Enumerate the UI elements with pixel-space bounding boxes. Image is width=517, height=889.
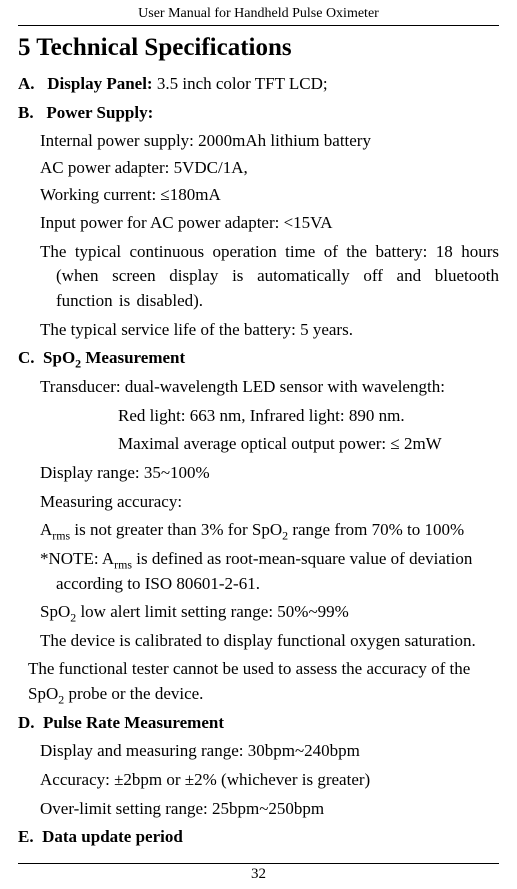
- b-line-2: AC power adapter: 5VDC/1A,: [18, 156, 499, 181]
- b-line-6: The typical service life of the battery:…: [18, 318, 499, 343]
- item-d-heading: Pulse Rate Measurement: [43, 713, 224, 732]
- d-line-2: Accuracy: ±2bpm or ±2% (whichever is gre…: [18, 768, 499, 793]
- item-b-heading: Power Supply:: [46, 103, 153, 122]
- c-line-7: *NOTE: Arms is defined as root-mean-squa…: [18, 547, 499, 596]
- section-title: 5 Technical Specifications: [18, 34, 499, 62]
- d-line-3: Over-limit setting range: 25bpm~250bpm: [18, 797, 499, 822]
- item-b-label: B.: [18, 103, 34, 122]
- item-d: D. Pulse Rate Measurement: [18, 711, 499, 736]
- item-c-heading: SpO2 Measurement: [43, 348, 185, 367]
- c-line-6: Arms is not greater than 3% for SpO2 ran…: [18, 518, 499, 543]
- item-a-value: 3.5 inch color TFT LCD;: [153, 74, 328, 93]
- item-a-label: A.: [18, 74, 35, 93]
- running-head: User Manual for Handheld Pulse Oximeter: [18, 6, 499, 26]
- c-line-10: The functional tester cannot be used to …: [18, 657, 499, 706]
- page-footer: 32: [18, 863, 499, 883]
- page: User Manual for Handheld Pulse Oximeter …: [0, 0, 517, 850]
- c-line-9: The device is calibrated to display func…: [18, 629, 499, 654]
- c-line-8: SpO2 low alert limit setting range: 50%~…: [18, 600, 499, 625]
- c-line-2: Red light: 663 nm, Infrared light: 890 n…: [18, 404, 499, 429]
- item-d-label: D.: [18, 713, 35, 732]
- c-line-4: Display range: 35~100%: [18, 461, 499, 486]
- page-number: 32: [251, 866, 266, 882]
- c-line-5: Measuring accuracy:: [18, 490, 499, 515]
- item-a: A. Display Panel: 3.5 inch color TFT LCD…: [18, 72, 499, 97]
- item-e-heading: Data update period: [42, 827, 183, 846]
- c-line-3: Maximal average optical output power: ≤ …: [18, 432, 499, 457]
- item-e-label: E.: [18, 827, 34, 846]
- b-line-3: Working current: ≤180mA: [18, 183, 499, 208]
- item-e: E. Data update period: [18, 825, 499, 850]
- b-line-5: The typical continuous operation time of…: [18, 240, 499, 314]
- item-c-label: C.: [18, 348, 35, 367]
- d-line-1: Display and measuring range: 30bpm~240bp…: [18, 739, 499, 764]
- b-line-1: Internal power supply: 2000mAh lithium b…: [18, 129, 499, 154]
- item-b: B. Power Supply:: [18, 101, 499, 126]
- item-c: C. SpO2 Measurement: [18, 346, 499, 371]
- item-a-heading: Display Panel:: [47, 74, 152, 93]
- b-line-4: Input power for AC power adapter: <15VA: [18, 211, 499, 236]
- c-line-1: Transducer: dual-wavelength LED sensor w…: [18, 375, 499, 400]
